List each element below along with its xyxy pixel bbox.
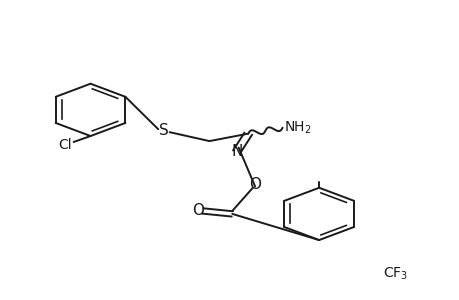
- Text: CF$_3$: CF$_3$: [382, 265, 408, 281]
- Text: Cl: Cl: [58, 138, 72, 152]
- Text: NH$_2$: NH$_2$: [283, 119, 311, 136]
- Text: O: O: [191, 203, 203, 218]
- Text: N: N: [231, 144, 242, 159]
- Text: O: O: [249, 177, 261, 192]
- Text: S: S: [158, 123, 168, 138]
